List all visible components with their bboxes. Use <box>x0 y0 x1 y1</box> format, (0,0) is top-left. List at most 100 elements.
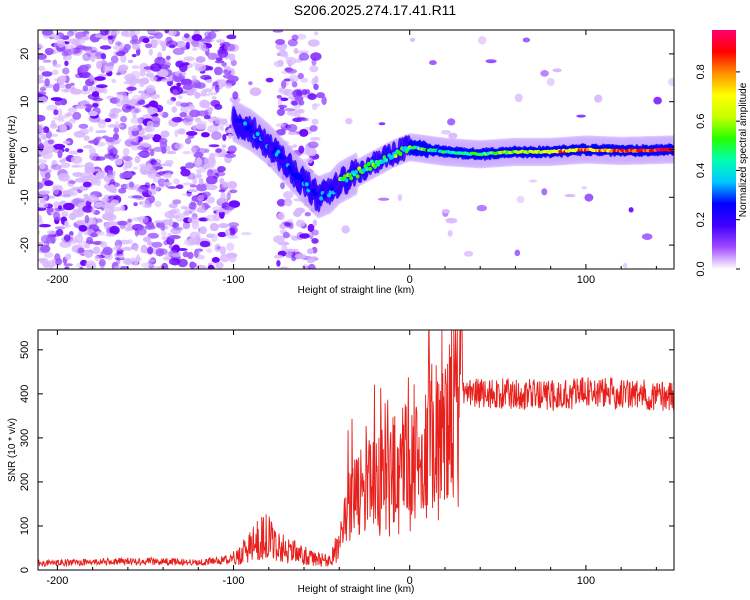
colorbar-strip <box>712 30 736 269</box>
noise-blob <box>176 82 182 87</box>
noise-blob <box>41 71 53 77</box>
noise-blob <box>97 231 105 236</box>
noise-blob <box>83 145 93 149</box>
noise-blob <box>198 178 204 185</box>
noise-blob <box>296 116 306 121</box>
noise-blob <box>206 248 213 253</box>
noise-blob <box>94 34 103 38</box>
noise-blob <box>88 126 94 133</box>
noise-blob <box>514 93 523 103</box>
noise-blob <box>114 121 120 128</box>
noise-blob <box>63 263 73 267</box>
noise-blob <box>281 70 288 74</box>
noise-blob <box>275 129 286 136</box>
snr-ylabel: SNR (10 * v/v) <box>7 418 18 482</box>
noise-blob <box>201 191 211 198</box>
colorbar-tick-label: 0.2 <box>695 212 707 227</box>
noise-blob <box>198 93 210 97</box>
signal-core <box>243 121 247 126</box>
noise-blob <box>214 103 223 110</box>
noise-blob <box>225 83 233 89</box>
noise-blob <box>284 248 296 253</box>
noise-blob <box>163 181 173 186</box>
noise-blob <box>61 50 69 57</box>
noise-blob <box>447 118 456 126</box>
noise-blob <box>38 202 49 209</box>
noise-blob <box>147 30 160 34</box>
noise-blob <box>165 40 178 48</box>
noise-blob <box>99 45 112 50</box>
noise-blob <box>311 238 319 244</box>
noise-blob <box>153 31 163 39</box>
noise-blob <box>564 194 576 198</box>
noise-blob <box>221 61 227 67</box>
y-tick-label: -10 <box>19 189 31 205</box>
noise-blob <box>107 145 116 153</box>
noise-blob <box>120 53 127 63</box>
noise-blob <box>47 195 56 199</box>
noise-blob <box>205 214 217 222</box>
noise-blob <box>276 108 285 117</box>
noise-blob <box>191 75 197 80</box>
noise-blob <box>594 94 603 103</box>
noise-blob <box>179 112 187 118</box>
noise-blob <box>300 77 309 83</box>
noise-blob <box>217 231 227 238</box>
noise-blob <box>171 116 183 123</box>
signal-core <box>328 190 333 195</box>
noise-blob <box>182 151 192 155</box>
noise-blob <box>120 205 125 212</box>
signal-core <box>373 164 377 169</box>
noise-blob <box>42 126 50 133</box>
x-tick-label: -100 <box>223 575 245 587</box>
signal-core <box>271 149 276 155</box>
noise-blob <box>312 103 321 107</box>
noise-blob <box>90 232 98 238</box>
noise-blob <box>199 240 211 248</box>
noise-blob <box>113 133 119 141</box>
noise-blob <box>131 195 143 199</box>
noise-blob <box>182 251 189 258</box>
noise-blob <box>85 260 96 269</box>
noise-blob <box>115 41 122 46</box>
noise-blob <box>287 145 294 150</box>
noise-blob <box>151 120 161 128</box>
noise-blob <box>53 201 60 209</box>
signal-core <box>300 177 305 182</box>
noise-blob <box>195 117 201 122</box>
noise-blob <box>154 200 162 208</box>
noise-blob <box>108 110 119 120</box>
colorbar-tick-label: 0.8 <box>695 64 707 79</box>
noise-blob <box>55 228 64 237</box>
noise-blob <box>208 144 220 148</box>
noise-blob <box>226 242 235 252</box>
x-tick-label: 0 <box>407 575 413 587</box>
noise-blob <box>39 163 46 170</box>
noise-blob <box>305 255 318 259</box>
noise-blob <box>175 184 184 189</box>
noise-blob <box>279 97 289 102</box>
noise-blob <box>134 155 141 164</box>
noise-blob <box>191 39 200 48</box>
noise-blob <box>180 168 191 177</box>
signal-core <box>279 155 284 160</box>
signal-core <box>247 124 252 129</box>
noise-blob <box>206 106 214 112</box>
noise-blob <box>88 140 97 144</box>
y-tick-label: 300 <box>19 429 31 447</box>
noise-blob <box>70 88 83 95</box>
noise-blob <box>299 128 309 137</box>
noise-blob <box>378 122 386 126</box>
colorbar-tick-label: 0.4 <box>695 163 707 178</box>
noise-blob <box>215 84 220 93</box>
colorbar-label: Normalized spectral amplitude <box>738 82 749 217</box>
noise-blob <box>290 188 296 193</box>
noise-blob <box>118 188 127 194</box>
noise-blob <box>163 61 172 67</box>
noise-blob <box>221 144 227 148</box>
noise-blob <box>282 231 290 239</box>
x-tick-label: 0 <box>407 274 413 286</box>
noise-blob <box>231 75 239 82</box>
noise-blob <box>275 39 286 45</box>
